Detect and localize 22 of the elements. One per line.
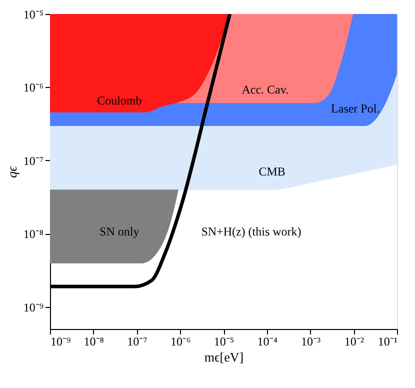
y-tick-label: 10⁻⁹ (23, 300, 44, 314)
x-tick-label: 10⁻⁷ (127, 334, 148, 348)
text: SN+H(z) (this work) (201, 224, 302, 238)
series-label: Coulomb (97, 94, 142, 108)
x-tick-label: 10⁻⁵ (214, 334, 234, 348)
x-tick-label: 10⁻¹ (378, 334, 398, 348)
series-label: SN only (100, 224, 140, 238)
y-axis-title: qϵ (4, 165, 20, 178)
x-tick-label: 10⁻⁸ (84, 334, 104, 348)
x-tick-label: 10⁻⁶ (170, 334, 191, 348)
y-tick-label: 10⁻⁷ (23, 154, 44, 168)
y-tick-label: 10⁻⁵ (23, 8, 44, 22)
y-tick-label: 10⁻⁸ (23, 227, 44, 242)
series-label: Acc. Cav. (242, 82, 289, 97)
x-axis-title: mϵ[eV] (204, 350, 244, 364)
x-tick-label: 10⁻⁴ (257, 334, 278, 348)
series-label: CMB (258, 164, 286, 178)
x-tick-label: 10⁻⁹ (50, 334, 71, 348)
x-tick-label: 10⁻³ (300, 334, 321, 348)
x-tick-label: 10⁻² (344, 334, 364, 348)
y-tick-label: 10⁻⁶ (23, 80, 44, 95)
series-label: Laser Pol. (331, 102, 380, 116)
